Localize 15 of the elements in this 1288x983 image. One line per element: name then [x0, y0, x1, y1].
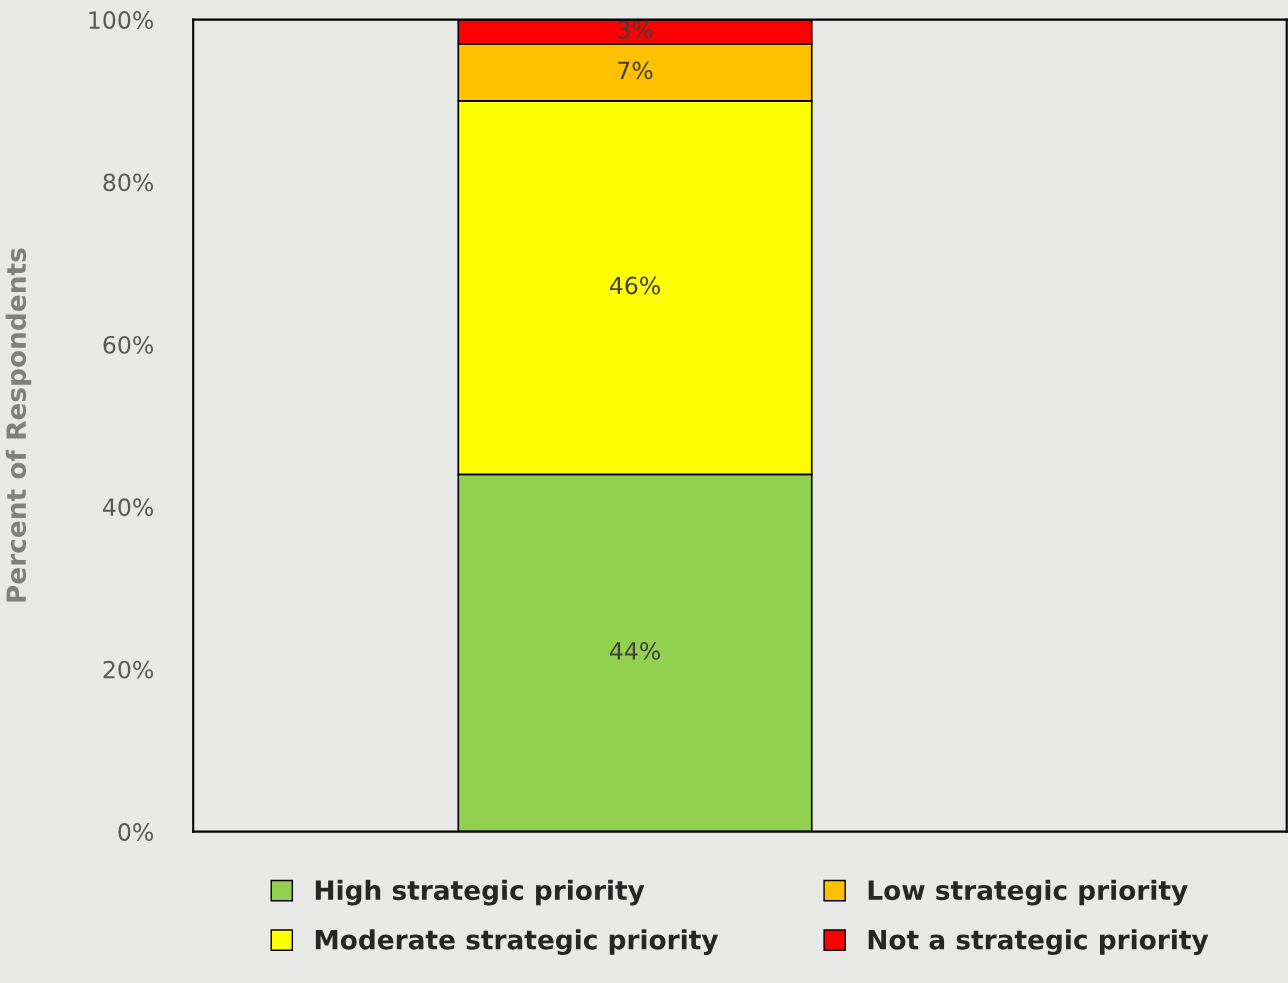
legend-label: Moderate strategic priority: [315, 929, 719, 955]
y-tick-label: 40%: [102, 498, 154, 517]
data-label: 44%: [609, 641, 660, 660]
y-tick-label: 80%: [103, 173, 154, 192]
y-tick-label: 20%: [103, 660, 154, 679]
legend-label: High strategic priority: [315, 879, 645, 906]
data-label: 3%: [618, 20, 653, 39]
y-tick-label: 100%: [89, 11, 154, 29]
legend-label: Low strategic priority: [868, 879, 1188, 906]
y-tick-label: 60%: [103, 335, 154, 354]
data-label: 7%: [618, 61, 653, 80]
legend-label: Not a strategic priority: [868, 929, 1209, 955]
y-tick-label: 0%: [118, 823, 154, 841]
data-label: 46%: [609, 276, 660, 295]
y-axis-title: Percent of Respondents: [5, 248, 32, 602]
